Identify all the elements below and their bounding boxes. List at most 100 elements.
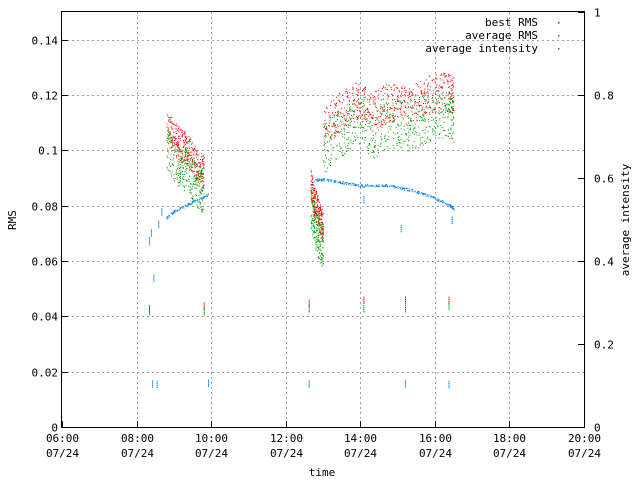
data-point (317, 178, 318, 180)
data-point (452, 112, 454, 114)
data-point (183, 133, 185, 135)
data-point (199, 183, 201, 185)
data-point (167, 168, 169, 170)
data-point (322, 263, 324, 264)
data-point (453, 123, 455, 125)
data-point (313, 201, 314, 203)
data-point (317, 246, 319, 248)
data-point (153, 280, 155, 283)
x-tick-label: 10:00 (195, 432, 228, 445)
data-point (314, 204, 316, 206)
data-point (312, 219, 313, 221)
data-point (344, 133, 345, 135)
data-point (405, 296, 406, 299)
data-point (363, 142, 365, 144)
data-point (374, 133, 376, 135)
data-point (201, 180, 203, 182)
data-point (407, 127, 409, 129)
data-point (396, 108, 398, 110)
data-point (431, 130, 433, 132)
data-point (352, 183, 354, 185)
data-point (447, 80, 449, 82)
data-point (322, 252, 324, 254)
data-point (360, 106, 362, 108)
data-point (412, 107, 414, 109)
data-point (414, 102, 416, 104)
data-point (438, 200, 439, 202)
data-point (197, 172, 199, 174)
data-point (349, 108, 351, 110)
data-point (197, 174, 199, 176)
data-point (322, 232, 324, 234)
data-point (156, 386, 158, 389)
data-point (417, 86, 419, 88)
data-point (359, 110, 361, 112)
data-point (445, 135, 447, 136)
data-point (189, 186, 191, 188)
data-point (438, 113, 440, 115)
data-point (191, 201, 193, 203)
data-point (354, 127, 356, 128)
data-point (312, 196, 314, 198)
data-point (149, 239, 150, 241)
data-point (387, 115, 389, 117)
data-point (333, 181, 335, 183)
data-point (176, 144, 178, 145)
data-point (316, 221, 318, 223)
data-point (201, 177, 203, 179)
x-tick-label: 20:00 (568, 432, 601, 445)
data-point (190, 158, 192, 159)
data-point (188, 154, 190, 156)
data-point (310, 184, 312, 186)
data-point (336, 131, 337, 133)
data-point (445, 109, 447, 111)
data-point (175, 139, 177, 141)
data-point (192, 197, 194, 199)
data-point (311, 200, 313, 202)
data-point (398, 140, 400, 142)
data-point (335, 129, 337, 131)
data-point (200, 164, 202, 166)
data-point (324, 126, 325, 127)
data-point (420, 105, 422, 107)
data-point (200, 205, 202, 207)
data-point (318, 179, 320, 181)
data-point (328, 179, 330, 181)
data-point (149, 307, 150, 309)
data-point (177, 145, 178, 147)
data-point (317, 221, 319, 223)
data-point (374, 140, 376, 142)
data-point (444, 202, 446, 204)
data-point (449, 93, 451, 95)
data-point (397, 108, 399, 110)
data-point (405, 382, 406, 384)
data-point (318, 234, 320, 236)
data-point (205, 195, 207, 197)
data-point (424, 93, 425, 95)
data-point (353, 183, 355, 184)
data-point (358, 104, 360, 106)
data-point (329, 122, 331, 124)
data-point (354, 136, 355, 138)
data-point (181, 152, 183, 154)
data-point (357, 95, 359, 97)
data-point (378, 184, 380, 186)
data-point (314, 214, 316, 216)
data-point (367, 98, 369, 100)
data-point (385, 184, 387, 186)
data-point (440, 97, 442, 99)
data-point (178, 149, 180, 151)
data-point (453, 105, 455, 107)
data-point (317, 206, 319, 208)
data-point (397, 96, 399, 98)
data-point (314, 211, 316, 213)
data-point (391, 185, 393, 187)
data-point (312, 220, 314, 222)
data-point (314, 194, 316, 196)
data-point (203, 181, 205, 183)
data-point (418, 102, 420, 104)
data-point (360, 116, 362, 118)
data-point (189, 165, 191, 167)
series-average-rms (149, 90, 455, 316)
data-point (425, 100, 427, 102)
